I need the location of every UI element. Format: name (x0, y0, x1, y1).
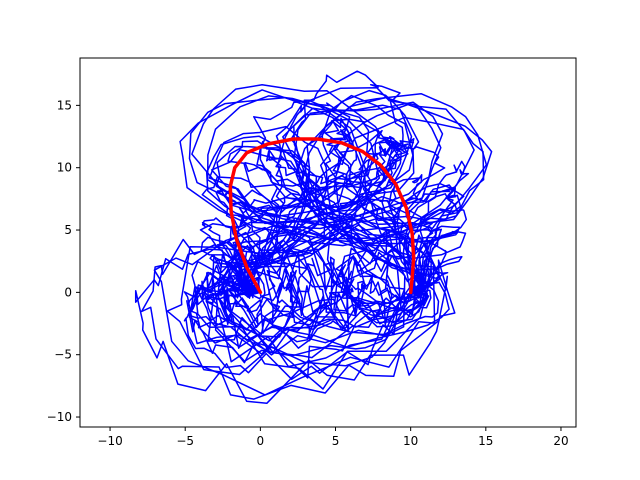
x-tick-label: 5 (332, 434, 340, 448)
noisy-trajectory-line (239, 70, 427, 294)
noisy-trajectory-line (235, 102, 447, 294)
x-tick-label: −10 (97, 434, 122, 448)
series-layer (134, 70, 493, 405)
x-tick-label: 10 (403, 434, 418, 448)
noisy-trajectory-line (179, 89, 488, 294)
y-tick-label: 0 (64, 285, 72, 299)
noisy-trajectory-line (166, 231, 440, 376)
y-tick-label: 10 (57, 161, 72, 175)
y-tick-label: −10 (47, 410, 72, 424)
axis-layer: −10 −5 0 5 10 15 20 −10 −5 0 5 10 15 (47, 98, 569, 448)
x-tick-label: 15 (478, 434, 493, 448)
noisy-trajectory-line (215, 188, 457, 294)
noisy-trajectory-line (216, 273, 424, 342)
noisy-trajectory-line (153, 224, 450, 396)
noisy-trajectory-line (140, 238, 449, 400)
noisy-trajectory-line (134, 231, 456, 405)
noisy-trajectory-line (232, 140, 425, 294)
noisy-trajectory-line (210, 104, 459, 294)
y-tick-label: 5 (64, 223, 72, 237)
x-tick-label: 20 (553, 434, 568, 448)
plot-frame (79, 57, 577, 428)
noisy-trajectory-line (199, 95, 475, 293)
noisy-trajectory-line (238, 117, 432, 294)
noisy-trajectory-line (215, 94, 465, 294)
noisy-trajectory-line (225, 118, 443, 294)
noisy-trajectory-line (226, 262, 427, 334)
noisy-trajectory-line (183, 225, 429, 368)
noisy-trajectory-line (228, 137, 425, 294)
y-tick-label: 15 (57, 98, 72, 112)
x-tick-label: −5 (176, 434, 194, 448)
mean-trajectory-line (228, 137, 416, 295)
x-tick-label: 0 (257, 434, 265, 448)
y-tick-label: −5 (54, 348, 72, 362)
noisy-trajectory-line (231, 135, 425, 294)
